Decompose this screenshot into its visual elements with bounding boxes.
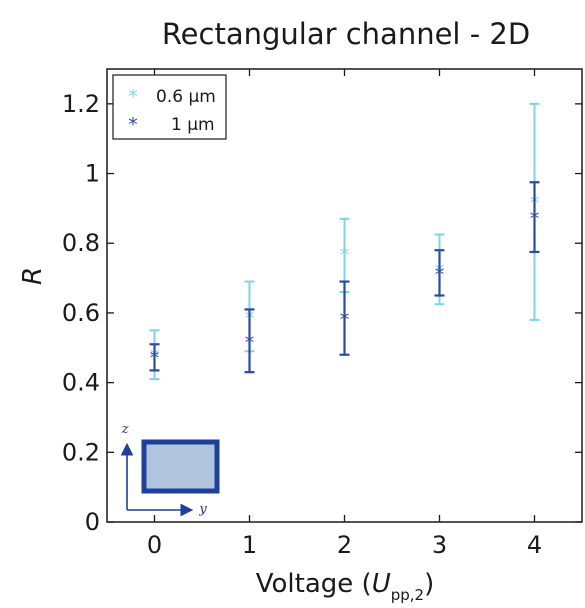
series-layer: **********	[149, 102, 540, 381]
x-axis: 0 1 2 3 4	[147, 69, 542, 559]
y-axis-label: R	[18, 267, 48, 285]
x-tick-label: 4	[527, 531, 542, 559]
y-tick-label: 0.6	[62, 299, 100, 327]
x-axis-label-subscript: pp,2	[391, 586, 424, 604]
data-point: *	[340, 309, 350, 331]
series-1: * * * * *	[149, 181, 540, 374]
data-point: *	[340, 245, 350, 267]
y-axis: 0 0.2 0.4 0.6 0.8 1 1.2	[62, 90, 582, 536]
legend-marker-0: *	[128, 86, 138, 108]
legend-marker-1: *	[128, 114, 138, 136]
y-tick-label: 0.8	[62, 229, 100, 257]
inset-z-label: z	[121, 422, 129, 437]
x-axis-label-suffix: )	[424, 569, 434, 599]
x-axis-label-prefix: Voltage (	[256, 569, 372, 599]
data-point: *	[530, 208, 540, 230]
legend-box	[112, 74, 227, 140]
x-tick-label: 2	[337, 531, 352, 559]
y-tick-label: 0	[85, 508, 100, 536]
x-tick-label: 1	[242, 531, 257, 559]
legend-label-1: 1 µm	[171, 115, 215, 135]
x-tick-label: 0	[147, 531, 162, 559]
channel-cross-section-inset: z y	[121, 422, 220, 517]
x-tick-label: 3	[432, 531, 447, 559]
y-tick-label: 0.4	[62, 369, 100, 397]
chart-title: Rectangular channel - 2D	[162, 17, 530, 51]
x-axis-label-variable: U	[372, 569, 391, 599]
y-tick-label: 1	[85, 160, 100, 188]
data-point: *	[150, 347, 160, 369]
y-tick-label: 0.2	[62, 438, 100, 466]
inset-channel-rectangle	[141, 439, 220, 494]
legend: * 0.6 µm * 1 µm	[112, 74, 227, 140]
y-tick-label: 1.2	[62, 90, 100, 118]
data-point: *	[435, 264, 445, 286]
data-point: *	[245, 332, 255, 354]
legend-label-0: 0.6 µm	[156, 87, 216, 107]
inset-y-label: y	[198, 502, 207, 517]
x-axis-label: Voltage (Upp,2)	[256, 569, 434, 604]
